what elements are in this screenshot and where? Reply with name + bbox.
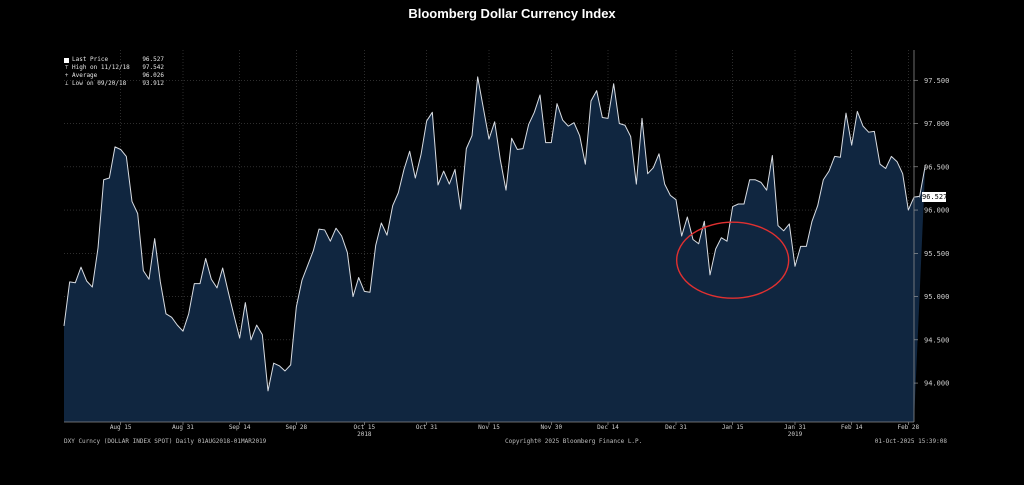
y-tick-label: 96.000 (924, 207, 949, 215)
high-marker-icon: ⊤ (64, 64, 69, 71)
annotation-ellipse (675, 221, 790, 299)
x-tick-label: Oct 31 (416, 424, 438, 431)
legend-label: Last Price (72, 56, 109, 63)
last-price-tag: 96.527 (922, 192, 948, 203)
legend: Last Price 96.527 ⊤ High on 11/12/18 97.5… (64, 56, 164, 88)
legend-swatch-icon (64, 57, 69, 63)
area-layer (63, 76, 926, 422)
x-tick-label: Aug 31 (172, 424, 194, 431)
legend-label: Average (72, 72, 98, 79)
y-tick-label: 97.500 (924, 77, 949, 85)
legend-value: 96.026 (142, 72, 164, 79)
y-tick-label: 94.000 (924, 380, 949, 388)
year-label: 2019 (788, 431, 803, 438)
axis-layer: 94.000 94.500 95.000 95.500 96.000 96.500 97.0… (64, 50, 949, 438)
y-tick-label: 97.000 (924, 120, 949, 128)
year-label: 2018 (357, 431, 372, 438)
footer-timestamp: 01-Oct-2025 15:39:08 (874, 438, 947, 445)
x-tick-label: Nov 30 (540, 424, 562, 431)
price-area (64, 76, 926, 422)
legend-value: 96.527 (142, 56, 164, 63)
x-tick-label: Aug 15 (110, 424, 132, 431)
low-marker-icon: ⊥ (64, 80, 69, 87)
chart-title: Bloomberg Dollar Currency Index (408, 6, 616, 21)
y-tick-label: 94.500 (924, 336, 949, 344)
x-tick-label: Jan 15 (722, 424, 744, 431)
average-marker-icon: + (64, 72, 69, 79)
x-tick-label: Jan 31 (784, 424, 806, 431)
y-tick-label: 96.500 (924, 163, 949, 171)
x-tick-label: Oct 15 (353, 424, 375, 431)
annotation-layer (675, 221, 790, 299)
legend-item-low: ⊥ Low on 09/20/18 93.912 (64, 80, 164, 88)
price-line (63, 76, 926, 392)
x-tick-label: Feb 14 (841, 424, 863, 431)
legend-item-last-price: Last Price 96.527 (64, 56, 164, 64)
y-tick-label: 95.000 (924, 293, 949, 301)
legend-label: Low on 09/20/18 (72, 80, 127, 87)
legend-value: 93.912 (142, 80, 164, 87)
x-tick-label: Sep 14 (229, 424, 251, 431)
x-tick-label: Dec 14 (597, 424, 619, 431)
x-tick-label: Feb 28 (897, 424, 919, 431)
x-tick-label: Dec 31 (665, 424, 687, 431)
legend-label: High on 11/12/18 (72, 64, 130, 71)
x-tick-label: Nov 15 (478, 424, 500, 431)
legend-item-high: ⊤ High on 11/12/18 97.542 (64, 64, 164, 72)
footer-copyright: Copyright® 2025 Bloomberg Finance L.P. (505, 438, 643, 445)
legend-item-average: + Average 96.026 (64, 72, 164, 80)
legend-value: 97.542 (142, 64, 164, 71)
x-tick-label: Sep 28 (285, 424, 307, 431)
footer-source: DXY Curncy (DOLLAR INDEX SPOT) Daily 01A… (64, 438, 267, 445)
y-tick-label: 95.500 (924, 250, 949, 258)
